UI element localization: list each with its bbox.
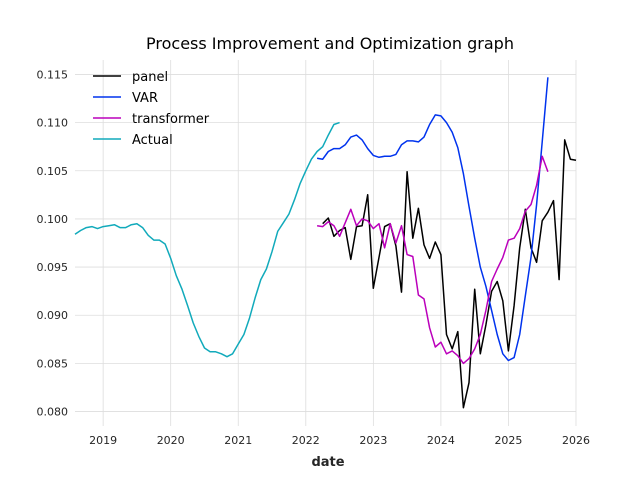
grid xyxy=(75,60,577,426)
series-lines xyxy=(74,77,577,409)
x-tick-label: 2024 xyxy=(427,434,455,447)
x-tick-label: 2022 xyxy=(292,434,320,447)
y-tick-label: 0.085 xyxy=(37,357,69,370)
legend: panel VAR transformer Actual xyxy=(93,70,210,148)
y-tick-label: 0.090 xyxy=(37,309,69,322)
x-axis-label: date xyxy=(311,455,344,470)
legend-label-var: VAR xyxy=(132,91,158,106)
chart-title: Process Improvement and Optimization gra… xyxy=(146,34,514,53)
x-tick-label: 2021 xyxy=(224,434,252,447)
y-tick-label: 0.105 xyxy=(37,165,69,178)
legend-label-actual: Actual xyxy=(132,133,173,148)
y-tick-label: 0.100 xyxy=(37,213,69,226)
series-line-panel xyxy=(322,139,577,409)
series-line-var xyxy=(316,77,549,362)
legend-label-transformer: transformer xyxy=(132,112,210,127)
y-tick-label: 0.115 xyxy=(37,68,69,81)
x-tick-label: 2025 xyxy=(494,434,522,447)
y-tick-label: 0.080 xyxy=(37,406,69,419)
y-tick-label: 0.110 xyxy=(37,117,69,130)
x-tick-label: 2026 xyxy=(562,434,590,447)
x-tick-label: 2023 xyxy=(359,434,387,447)
x-tick-label: 2020 xyxy=(157,434,185,447)
series-line-actual xyxy=(74,121,340,358)
x-tick-label: 2019 xyxy=(89,434,117,447)
tick-labels: 2019 2020 2021 2022 2023 2024 2025 2026 0.080 0.0… xyxy=(37,68,591,447)
series-line-transformer xyxy=(316,155,549,365)
y-tick-label: 0.095 xyxy=(37,261,69,274)
legend-label-panel: panel xyxy=(132,70,168,85)
